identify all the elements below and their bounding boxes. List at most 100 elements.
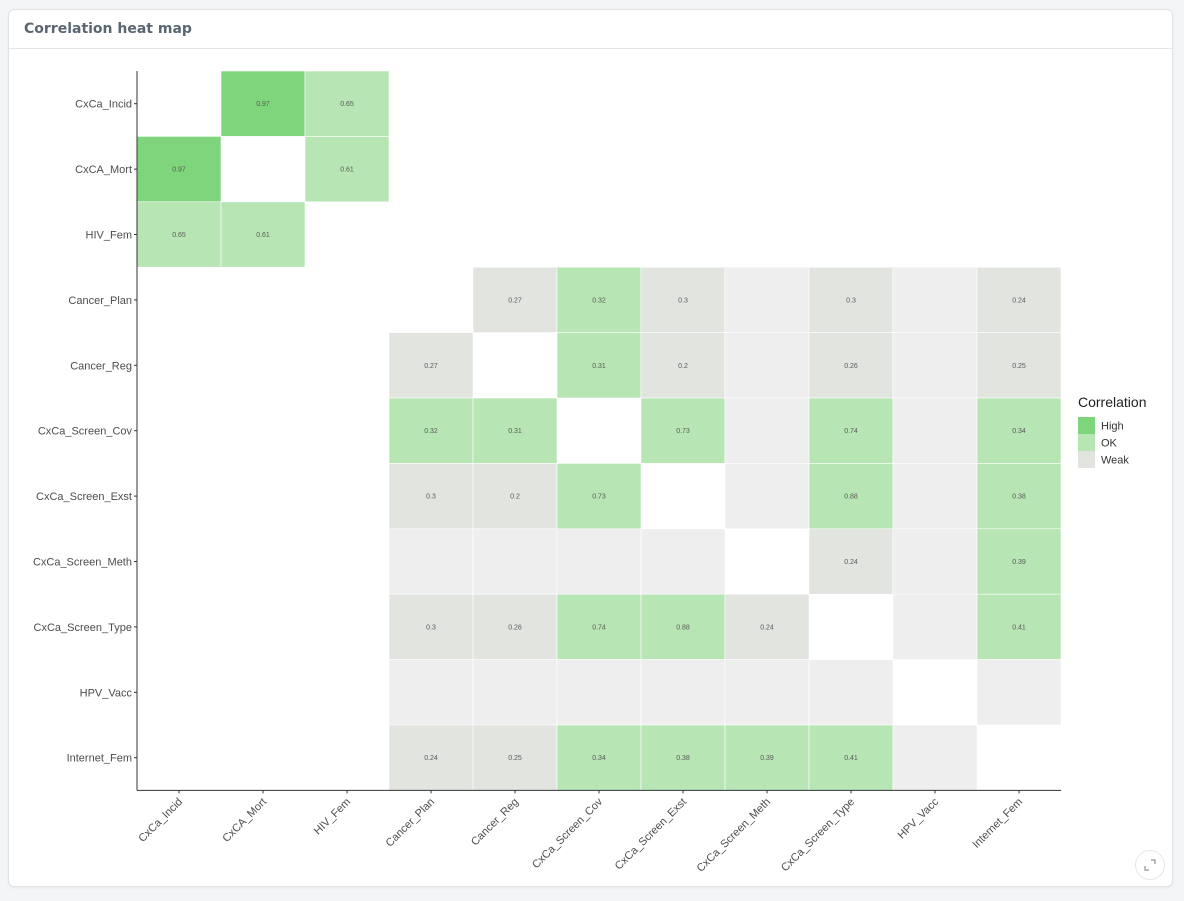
cell-value-label: 0.24 — [424, 755, 438, 762]
heatmap-cell — [976, 659, 1062, 726]
cell-value-label: 0.32 — [424, 428, 438, 435]
y-tick-label: Internet_Fem — [67, 753, 132, 765]
cell-value-label: 0.39 — [760, 755, 774, 762]
cell-value-label: 0.3 — [426, 624, 436, 631]
cell-value-label: 0.24 — [844, 559, 858, 566]
legend-label: OK — [1101, 438, 1118, 450]
cell-value-label: 0.2 — [678, 363, 688, 370]
card-title: Correlation heat map — [9, 10, 1172, 49]
cell-value-label: 0.24 — [1012, 297, 1026, 304]
cell-value-label: 0.73 — [592, 494, 606, 501]
cell-value-label: 0.27 — [424, 363, 438, 370]
legend-key — [1078, 434, 1095, 451]
heatmap-cell — [304, 70, 390, 137]
y-tick-label: CxCa_Screen_Cov — [38, 426, 133, 438]
cell-value-label: 0.38 — [676, 755, 690, 762]
heatmap-cell — [724, 397, 810, 464]
cell-value-label: 0.31 — [592, 363, 606, 370]
heatmap-cell — [976, 397, 1062, 464]
heatmap-cell — [724, 593, 810, 660]
x-tick-label: CxCa_Screen_Meth — [695, 796, 774, 875]
heatmap-cell — [556, 266, 642, 333]
heatmap-cell — [388, 463, 474, 530]
x-tick-label: CxCa_Screen_Type — [779, 796, 857, 874]
heatmap-cell — [724, 463, 810, 530]
cell-value-label: 0.97 — [256, 101, 270, 108]
heatmap-cell — [976, 463, 1062, 530]
y-tick-label: HIV_Fem — [86, 230, 132, 242]
heatmap-cell — [556, 463, 642, 530]
cell-value-label: 0.97 — [172, 167, 186, 174]
cell-value-label: 0.61 — [340, 167, 354, 174]
x-tick-label: HIV_Fem — [312, 796, 353, 837]
cell-value-label: 0.26 — [844, 363, 858, 370]
y-tick-label: CxCa_Screen_Meth — [33, 557, 132, 569]
heatmap-cell — [556, 528, 642, 595]
x-tick-label: Internet_Fem — [970, 796, 1025, 851]
heatmap-card: Correlation heat map 0.97 0.65 0.97 0.61 0.6… — [8, 9, 1173, 887]
heatmap-cell — [472, 463, 558, 530]
heatmap-cell — [640, 528, 726, 595]
cell-value-label: 0.3 — [426, 494, 436, 501]
cell-value-label: 0.65 — [340, 101, 354, 108]
cell-value-label: 0.3 — [846, 297, 856, 304]
heatmap-cell — [472, 593, 558, 660]
heatmap-cell — [892, 463, 978, 530]
heatmap-cell — [808, 332, 894, 399]
heatmap-cell — [304, 136, 390, 203]
heatmap-cell — [808, 528, 894, 595]
cell-value-label: 0.41 — [1012, 624, 1026, 631]
heatmap-cell — [388, 659, 474, 726]
y-tick-label: CxCa_Screen_Type — [34, 622, 132, 634]
y-tick-label: Cancer_Plan — [68, 295, 132, 307]
heatmap-cell — [724, 659, 810, 726]
cell-value-label: 0.74 — [592, 624, 606, 631]
cell-value-label: 0.3 — [678, 297, 688, 304]
heatmap-cell — [808, 266, 894, 333]
heatmap-cell — [640, 724, 726, 791]
y-tick-label: CxCa_Incid — [75, 99, 132, 111]
x-tick-label: CxCA_Mort — [220, 796, 269, 845]
heatmap-cell — [808, 397, 894, 464]
heatmap-cell — [976, 332, 1062, 399]
heatmap-cell — [556, 593, 642, 660]
heatmap-cell — [892, 397, 978, 464]
heatmap-cell — [808, 659, 894, 726]
cell-value-label: 0.25 — [1012, 363, 1026, 370]
heatmap-cell — [640, 332, 726, 399]
cell-value-label: 0.34 — [1012, 428, 1026, 435]
cell-value-label: 0.73 — [676, 428, 690, 435]
cell-value-label: 0.26 — [508, 624, 522, 631]
y-tick-label: HPV_Vacc — [80, 687, 133, 699]
cell-value-label: 0.34 — [592, 755, 606, 762]
cell-value-label: 0.25 — [508, 755, 522, 762]
heatmap-cell — [892, 332, 978, 399]
heatmap-cell — [640, 659, 726, 726]
cell-value-label: 0.39 — [1012, 559, 1026, 566]
heatmap-cell — [388, 528, 474, 595]
x-tick-label: Cancer_Plan — [384, 796, 437, 849]
x-tick-label: CxCa_Screen_Cov — [530, 796, 605, 871]
expand-button[interactable] — [1135, 850, 1165, 880]
heatmap-cell — [892, 528, 978, 595]
heatmap-cell — [892, 266, 978, 333]
heatmap-cell — [724, 332, 810, 399]
legend-title: Correlation — [1078, 394, 1146, 410]
heatmap-cell — [472, 266, 558, 333]
cell-value-label: 0.31 — [508, 428, 522, 435]
cell-value-label: 0.27 — [508, 297, 522, 304]
x-tick-label: HPV_Vacc — [896, 796, 942, 842]
legend-key — [1078, 417, 1095, 434]
cell-value-label: 0.24 — [760, 624, 774, 631]
heatmap-cell — [472, 659, 558, 726]
cell-value-label: 0.32 — [592, 297, 606, 304]
cell-value-label: 0.74 — [844, 428, 858, 435]
legend-label: Weak — [1101, 455, 1129, 467]
heatmap-cell — [388, 332, 474, 399]
heatmap-cell — [388, 724, 474, 791]
legend-key — [1078, 451, 1095, 468]
heatmap-cell — [472, 528, 558, 595]
heatmap-cell — [556, 332, 642, 399]
y-tick-label: CxCA_Mort — [75, 164, 132, 176]
